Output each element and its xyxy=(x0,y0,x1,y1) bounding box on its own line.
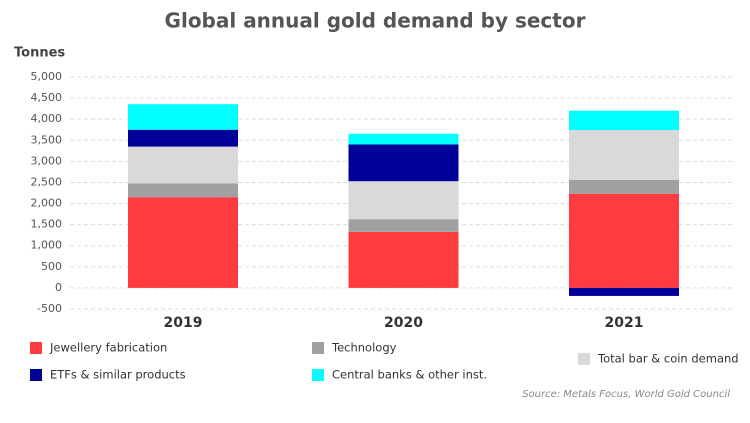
bar-segment xyxy=(128,197,238,288)
legend-swatch xyxy=(312,369,324,381)
legend-swatch xyxy=(30,342,42,354)
x-tick-label: 2019 xyxy=(164,315,203,331)
y-tick-label: -500 xyxy=(37,302,62,315)
y-tick-label: 1,500 xyxy=(31,218,63,231)
bar-segment xyxy=(128,146,238,184)
bar-segment xyxy=(569,179,679,194)
y-tick-label: 3,000 xyxy=(31,154,63,167)
bar-segment xyxy=(569,287,679,296)
bar-segment xyxy=(569,130,679,180)
legend-label: ETFs & similar products xyxy=(50,368,186,382)
legend-swatch xyxy=(578,353,590,365)
bar-segment xyxy=(569,193,679,288)
legend-label: Total bar & coin demand xyxy=(597,352,739,366)
bar-segment xyxy=(128,104,238,130)
bar-segment xyxy=(348,219,459,232)
y-tick-label: 4,000 xyxy=(31,112,63,125)
y-tick-label: 5,000 xyxy=(31,70,63,83)
x-tick-label: 2021 xyxy=(605,315,644,331)
legend-swatch xyxy=(312,342,324,354)
y-tick-label: 4,500 xyxy=(31,91,63,104)
y-tick-label: 2,000 xyxy=(31,197,63,210)
bar-segment xyxy=(348,231,459,288)
y-tick-label: 500 xyxy=(41,260,62,273)
x-tick-label: 2020 xyxy=(384,315,423,331)
source: Source: Metals Focus, World Gold Council xyxy=(522,389,730,400)
bar-segment xyxy=(569,110,679,131)
bar-segment xyxy=(128,129,238,147)
bar-segment xyxy=(348,144,459,182)
chart-title: Global annual gold demand by sector xyxy=(165,9,586,33)
bar-segment xyxy=(348,181,459,220)
y-tick-label: 2,500 xyxy=(31,175,63,188)
bar-segment xyxy=(128,183,238,198)
y-axis-label: Tonnes xyxy=(14,46,65,61)
bar-segment xyxy=(348,133,459,145)
legend-label: Technology xyxy=(331,341,397,355)
y-tick-label: 0 xyxy=(55,281,62,294)
y-tick-label: 3,500 xyxy=(31,133,63,146)
legend-label: Central banks & other inst. xyxy=(332,368,487,382)
legend-swatch xyxy=(30,369,42,381)
y-tick-label: 1,000 xyxy=(31,239,63,252)
legend-label: Jewellery fabrication xyxy=(49,341,167,355)
